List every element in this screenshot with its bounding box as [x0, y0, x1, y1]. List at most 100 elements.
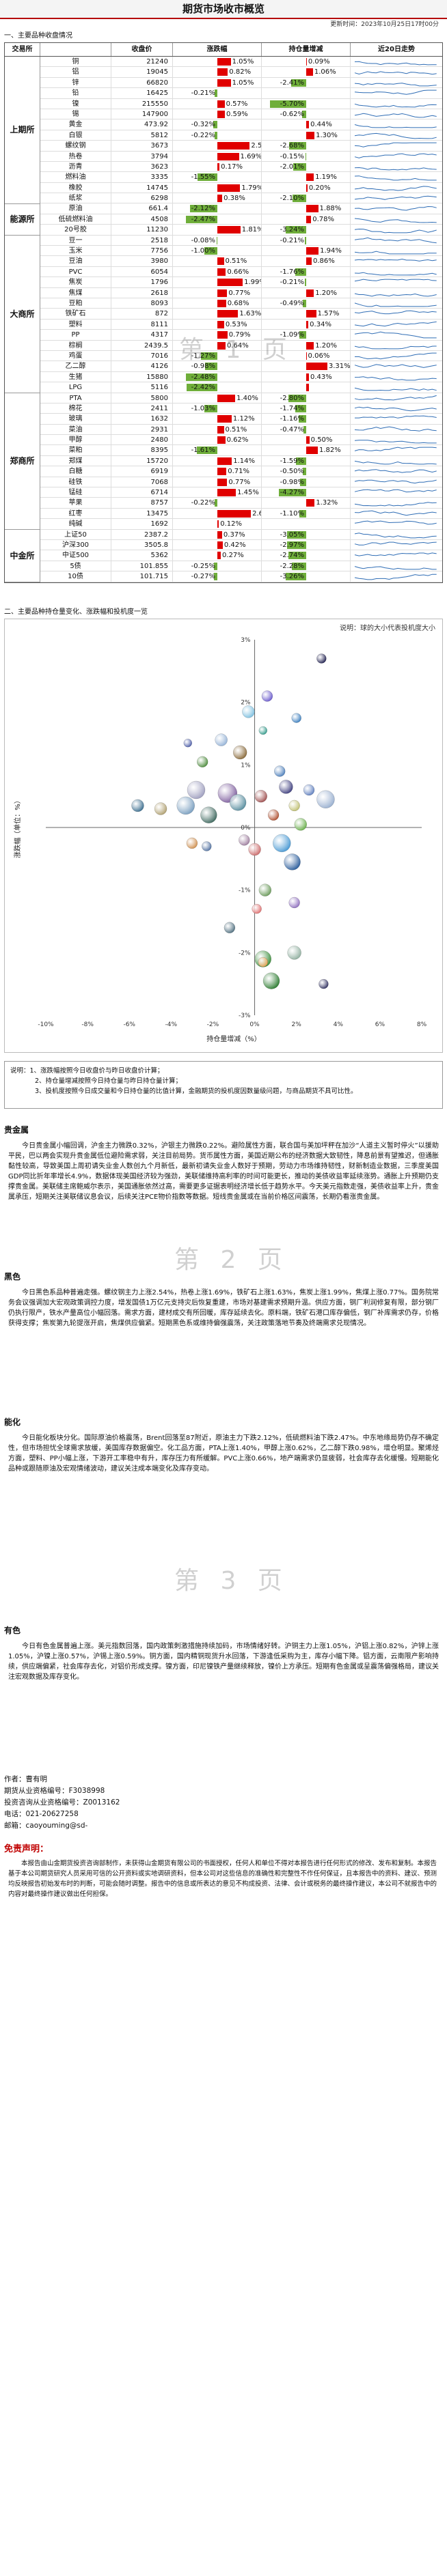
commodity-name: 燃料油 [40, 172, 111, 182]
oi-change-value: 0.09% [308, 58, 330, 66]
change-pct: 1.45% [173, 487, 262, 498]
table-row: 郑煤 15720 1.14% -1.59% [40, 455, 442, 467]
oi-change: -0.21% [262, 235, 351, 246]
bubble-point [258, 957, 269, 967]
commodity-name: 甲醇 [40, 435, 111, 445]
change-pct: -2.48% [173, 371, 262, 382]
oi-change: 1.06% [262, 67, 351, 77]
oi-change-bar [306, 247, 319, 255]
bubble-point [176, 796, 195, 815]
oi-change: -3.05% [262, 529, 351, 539]
oi-change-bar [306, 68, 313, 76]
oi-change-value: -2.68% [280, 142, 304, 150]
oi-change-value: -0.21% [280, 279, 304, 287]
change-pct-value: -1.55% [191, 173, 215, 182]
x-tick-label: -2% [207, 1021, 219, 1028]
commodity-name: 橡胶 [40, 182, 111, 193]
oi-change: 0.86% [262, 256, 351, 266]
author-name: 作者：曹有明 [4, 1774, 47, 1783]
oi-change-value: -3.24% [280, 226, 304, 234]
exchange-label: 郑商所 [5, 393, 40, 530]
change-pct-bar [217, 110, 225, 118]
table-row: 铁矿石 872 1.63% 1.57% [40, 309, 442, 320]
change-pct-value: -1.27% [191, 352, 215, 360]
close-price: 872 [111, 309, 173, 319]
close-price: 15720 [111, 455, 173, 466]
commodity-name: 铝 [40, 67, 111, 77]
chart-note: 说明：球的大小代表投机度大小 [340, 624, 435, 632]
change-pct-value: 1.05% [232, 79, 254, 87]
oi-change: -3.24% [262, 225, 351, 235]
commodity-name: 苹果 [40, 498, 111, 508]
change-pct-value: 1.05% [232, 58, 254, 66]
table-row: 白银 5812 -0.22% 1.30% [40, 130, 442, 141]
trend-sparkline [351, 309, 442, 318]
change-pct-value: 0.59% [226, 110, 248, 118]
p3-body: 今日能化板块分化。国际原油价格震荡，Brent回落至87附近，原油主力下跌2.1… [8, 1434, 439, 1473]
change-pct: 0.37% [173, 529, 262, 539]
trend-sparkline [351, 67, 442, 76]
p3-title: 能化 [4, 1417, 21, 1427]
change-pct-value: 2.54% [251, 142, 262, 150]
change-pct-value: 1.63% [239, 310, 262, 318]
close-price: 19045 [111, 67, 173, 77]
trend-sparkline [351, 267, 442, 277]
oi-change: 3.31% [262, 361, 351, 371]
oi-change-bar [303, 425, 306, 434]
oi-change-bar [306, 341, 314, 350]
change-pct: -0.27% [173, 571, 262, 582]
change-pct-value: 0.27% [222, 552, 244, 560]
change-pct: 1.79% [173, 182, 262, 193]
close-price: 4126 [111, 361, 173, 371]
oi-change [262, 382, 351, 393]
bubble-point [303, 784, 315, 796]
close-price: 2618 [111, 287, 173, 298]
oi-change-value: 0.43% [310, 373, 332, 381]
change-pct-bar [217, 58, 231, 66]
bubble-point [248, 843, 261, 856]
oi-change-value: -2.01% [280, 162, 304, 171]
commodity-name: 黄金 [40, 119, 111, 130]
oi-change: 1.88% [262, 203, 351, 214]
trend-sparkline [351, 425, 442, 434]
change-pct-bar [214, 131, 217, 139]
bubble-point [316, 653, 327, 664]
author-block: 作者：曹有明 期货从业资格编号：F3038998 投资咨询从业资格编号：Z001… [0, 1774, 447, 1832]
oi-change-value: -2.97% [280, 541, 304, 549]
oi-change-value: -2.41% [280, 79, 304, 87]
commodity-name: 锡 [40, 109, 111, 119]
table-row: 20号胶 11230 1.81% -3.24% [40, 225, 442, 236]
change-pct: 0.51% [173, 424, 262, 435]
y-axis-label: 涨跌幅（单位：%） [13, 797, 22, 858]
bubble-point [287, 946, 301, 960]
oi-change-value: 1.19% [315, 173, 337, 182]
change-pct: -2.42% [173, 382, 262, 393]
change-pct-bar [190, 205, 217, 213]
oi-change [262, 519, 351, 529]
commodity-name: 铁矿石 [40, 309, 111, 319]
exchange-column: 上期所 能源所 大商所 郑商所 中金所 [5, 57, 40, 582]
oi-change: 0.20% [262, 182, 351, 193]
header-name [40, 43, 111, 56]
trend-sparkline [351, 550, 442, 560]
bubble-point [258, 883, 272, 896]
oi-change-value: 3.31% [328, 363, 351, 371]
bubble-point [187, 780, 206, 799]
commodity-name: 乙二醇 [40, 361, 111, 371]
change-pct: -0.32% [173, 119, 262, 130]
p4-body: 今日有色金属普遍上涨。美元指数回落，国内政策刺激措施持续加码，市场情绪好转。沪铜… [8, 1642, 439, 1681]
change-pct-value: -0.25% [191, 562, 215, 570]
oi-change: -1.09% [262, 330, 351, 340]
oi-change-bar [305, 236, 306, 244]
change-pct-bar [217, 457, 232, 465]
change-pct-bar [217, 79, 231, 87]
change-pct-value: 1.99% [244, 279, 261, 287]
exchange-label: 大商所 [5, 236, 40, 393]
table-row: 豆一 2518 -0.08% -0.21% [40, 235, 442, 246]
commodity-name: 玻璃 [40, 414, 111, 424]
close-price: 5116 [111, 382, 173, 393]
oi-change-bar [306, 131, 315, 139]
oi-change: -0.98% [262, 477, 351, 487]
oi-change-value: -2.28% [280, 562, 304, 570]
trend-sparkline [351, 404, 442, 413]
